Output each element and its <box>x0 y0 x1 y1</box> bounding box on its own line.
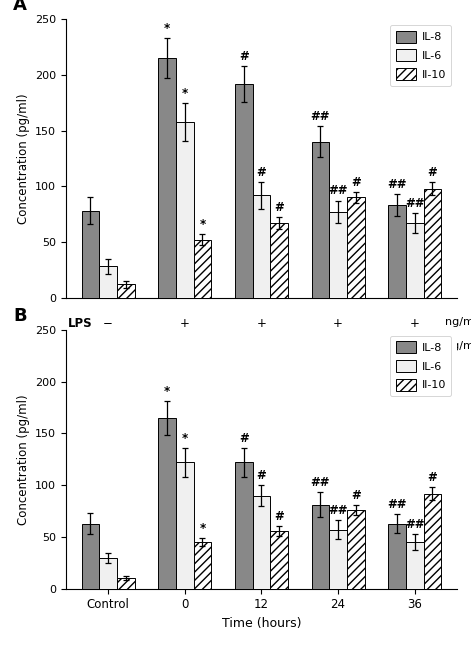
Text: *: * <box>182 432 188 445</box>
Text: #: # <box>257 469 266 482</box>
Text: ##: ## <box>387 498 407 511</box>
Bar <box>347 197 365 298</box>
Bar <box>252 496 270 589</box>
Bar <box>81 523 99 589</box>
Bar <box>158 58 176 298</box>
Bar <box>388 205 406 298</box>
Text: −: − <box>103 341 113 354</box>
Bar <box>406 223 423 298</box>
Text: #: # <box>274 201 284 214</box>
Bar <box>252 195 270 298</box>
Text: B: B <box>13 307 27 325</box>
Legend: IL-8, IL-6, Il-10: IL-8, IL-6, Il-10 <box>390 336 451 397</box>
Bar <box>312 142 329 298</box>
Text: #: # <box>239 50 249 63</box>
Text: ##: ## <box>311 476 330 489</box>
Bar <box>329 212 347 298</box>
Text: #: # <box>239 432 249 445</box>
Bar <box>406 542 423 589</box>
Bar <box>117 578 135 589</box>
Text: #: # <box>351 489 361 502</box>
Text: LPS: LPS <box>68 317 93 330</box>
Text: ##: ## <box>311 110 330 123</box>
Text: #: # <box>428 471 437 484</box>
Text: #: # <box>274 510 284 523</box>
Bar <box>423 188 441 298</box>
Bar <box>235 84 252 298</box>
Text: 100: 100 <box>404 341 426 354</box>
Text: +: + <box>333 317 343 330</box>
Text: HDL: HDL <box>68 341 95 354</box>
Bar <box>270 223 288 298</box>
Bar <box>158 418 176 589</box>
Bar <box>176 463 194 589</box>
Text: ng/ml: ng/ml <box>446 317 471 327</box>
Text: *: * <box>199 522 205 535</box>
Y-axis label: Concentration (pg/ml): Concentration (pg/ml) <box>16 394 30 525</box>
Text: ##: ## <box>405 197 424 210</box>
Text: *: * <box>164 386 170 399</box>
Text: #: # <box>257 166 266 179</box>
Bar <box>194 240 211 298</box>
Text: *: * <box>199 218 205 231</box>
Legend: IL-8, IL-6, Il-10: IL-8, IL-6, Il-10 <box>390 25 451 86</box>
Bar <box>388 523 406 589</box>
Text: ##: ## <box>387 178 407 191</box>
Bar <box>117 284 135 298</box>
Bar <box>99 558 117 589</box>
Bar <box>270 531 288 589</box>
Text: µg/ml: µg/ml <box>446 341 471 351</box>
Text: A: A <box>13 0 27 14</box>
Text: 10: 10 <box>254 341 269 354</box>
Bar <box>235 463 252 589</box>
Text: +: + <box>410 317 420 330</box>
Text: *: * <box>164 22 170 35</box>
Text: #: # <box>428 166 437 179</box>
Bar <box>176 122 194 298</box>
X-axis label: Time (hours): Time (hours) <box>222 617 301 630</box>
Bar <box>329 530 347 589</box>
Text: −: − <box>180 341 190 354</box>
Text: #: # <box>351 175 361 188</box>
Text: ##: ## <box>328 184 348 197</box>
Bar <box>347 510 365 589</box>
Text: +: + <box>180 317 190 330</box>
Y-axis label: Concentration (pg/ml): Concentration (pg/ml) <box>16 93 30 224</box>
Text: *: * <box>182 87 188 100</box>
Text: ##: ## <box>328 505 348 518</box>
Bar <box>99 267 117 298</box>
Bar <box>194 542 211 589</box>
Text: 50: 50 <box>331 341 345 354</box>
Text: ##: ## <box>405 518 424 531</box>
Text: −: − <box>103 317 113 330</box>
Bar <box>423 494 441 589</box>
Bar <box>312 505 329 589</box>
Text: +: + <box>257 317 266 330</box>
Bar <box>81 211 99 298</box>
